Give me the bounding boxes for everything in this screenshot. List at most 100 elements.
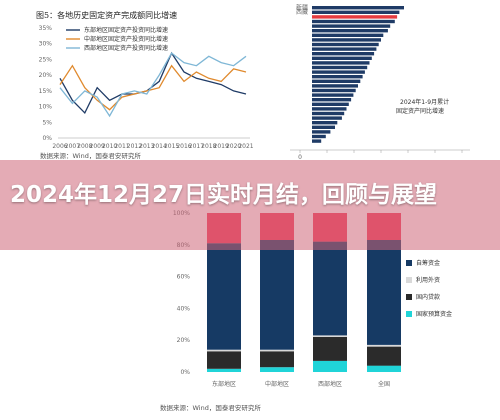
stacked-legend-label: 国内贷款 <box>416 293 440 301</box>
hbar-bar <box>312 29 388 33</box>
line-x-tick: 2019 <box>214 143 229 150</box>
source-top: 数据来源：Wind，国泰君安研究所 <box>40 151 141 160</box>
stacked-bar-segment <box>313 337 347 361</box>
line-x-tick: 2007 <box>65 143 80 150</box>
hbar-bar <box>312 125 335 129</box>
line-y-tick: 0% <box>42 135 52 142</box>
hbar-bar <box>312 121 338 125</box>
line-x-tick: 2013 <box>139 143 154 150</box>
line-x-tick: 2021 <box>238 143 253 150</box>
stacked-bar-segment <box>207 349 241 352</box>
hbar-bar <box>312 19 395 24</box>
stacked-x-label: 中部地区 <box>265 380 289 388</box>
stacked-bar-segment <box>313 360 347 372</box>
stacked-bar-segment <box>260 367 294 372</box>
hbar-bar <box>312 70 365 74</box>
hbar-bar <box>312 65 368 70</box>
hbar-bar <box>312 6 404 10</box>
page-title: 2024年12月27日实时月结，回顾与展望 <box>10 182 438 208</box>
stacked-bar-segment <box>260 240 294 350</box>
stacked-legend-swatch <box>406 277 412 283</box>
hbar-bar <box>312 75 363 79</box>
line-x-tick: 2010 <box>102 143 117 150</box>
line-chart-title: 图5：各地历史固定资产完成额同比增速 <box>36 10 177 20</box>
line-x-tick: 2006 <box>52 143 67 150</box>
stacked-y-tick: 40% <box>177 305 191 312</box>
hbar-bar <box>312 24 391 28</box>
hbar-annotation-line1: 2024年1-9月累计 <box>400 98 449 106</box>
line-x-tick: 2014 <box>152 143 167 150</box>
line-legend-label: 东部地区固定资产投资同比增速 <box>84 26 168 34</box>
hbar-bar <box>312 79 361 83</box>
line-y-tick: 35% <box>39 25 53 32</box>
stacked-x-label: 西部地区 <box>318 380 342 388</box>
stacked-bar-segment <box>367 345 401 347</box>
line-x-tick: 2015 <box>164 143 179 150</box>
stacked-bar-segment <box>207 351 241 369</box>
stacked-x-label: 东部地区 <box>212 380 236 388</box>
stacked-y-tick: 20% <box>177 337 191 344</box>
stacked-bar-segment <box>367 346 401 366</box>
hbar-bar <box>312 15 398 19</box>
stacked-bar-segment <box>313 241 347 336</box>
line-y-tick: 20% <box>39 72 53 79</box>
line-x-tick: 2008 <box>77 143 92 150</box>
stacked-x-label: 全国 <box>378 380 390 388</box>
line-y-tick: 30% <box>39 41 53 48</box>
stacked-legend-swatch <box>406 294 412 300</box>
stacked-legend-swatch <box>406 311 412 317</box>
hbar-bar <box>312 42 379 47</box>
stacked-bar-segment <box>207 243 241 350</box>
stacked-legend-label: 国家预算资金 <box>416 310 452 318</box>
hbar-bar <box>312 61 370 65</box>
line-y-tick: 5% <box>42 119 52 126</box>
stacked-legend-swatch <box>406 260 412 266</box>
line-y-tick: 25% <box>39 56 53 63</box>
hbar-bar <box>312 98 352 102</box>
line-series-2 <box>59 52 247 118</box>
stacked-bar-segment <box>207 368 241 372</box>
line-y-tick: 15% <box>39 88 53 95</box>
hbar-bar <box>312 116 342 120</box>
line-x-tick: 2020 <box>226 143 241 150</box>
hbar-bar <box>312 38 381 42</box>
hbar-bar <box>312 52 375 56</box>
hbar-bar <box>312 10 400 14</box>
stacked-bar-segment <box>367 365 401 372</box>
line-x-tick: 2018 <box>201 143 216 150</box>
hbar-category-label: 西藏 <box>296 8 308 16</box>
title-band <box>0 160 500 250</box>
hbar-bar <box>312 130 331 134</box>
stacked-y-tick: 60% <box>177 274 191 281</box>
hbar-annotation-line2: 固定资产同比增速 <box>396 107 444 115</box>
line-series-0 <box>59 51 247 115</box>
stacked-bar-segment <box>260 349 294 352</box>
stacked-y-tick: 0% <box>180 369 190 376</box>
stacked-legend-label: 自筹资金 <box>416 259 440 267</box>
line-x-tick: 2009 <box>90 143 105 150</box>
hbar-bar <box>312 107 347 111</box>
stacked-bar-segment <box>260 351 294 368</box>
hbar-bar <box>312 84 358 88</box>
line-y-tick: 10% <box>39 104 53 111</box>
stacked-bar-segment <box>313 335 347 337</box>
hbar-bar <box>312 33 384 37</box>
hbar-bar <box>312 93 354 97</box>
line-x-tick: 2012 <box>127 143 142 150</box>
line-x-tick: 2016 <box>176 143 191 150</box>
stacked-bar-segment <box>367 240 401 345</box>
source-bottom: 数据来源：Wind，国泰君安研究所 <box>160 403 261 412</box>
hbar-bar <box>312 88 356 93</box>
line-x-tick: 2011 <box>114 143 129 150</box>
line-x-tick: 2017 <box>189 143 204 150</box>
stacked-legend-label: 利用外资 <box>416 276 440 284</box>
hbar-bar <box>312 139 322 143</box>
line-legend-label: 西部地区固定资产投资同比增速 <box>84 44 168 52</box>
hbar-tick-label: 0 <box>298 154 302 161</box>
hbar-bar <box>312 56 372 60</box>
hbar-bar <box>312 134 326 139</box>
hbar-bar <box>312 47 377 51</box>
hbar-bar <box>312 111 345 116</box>
line-legend-label: 中部地区固定资产投资同比增速 <box>84 35 168 43</box>
